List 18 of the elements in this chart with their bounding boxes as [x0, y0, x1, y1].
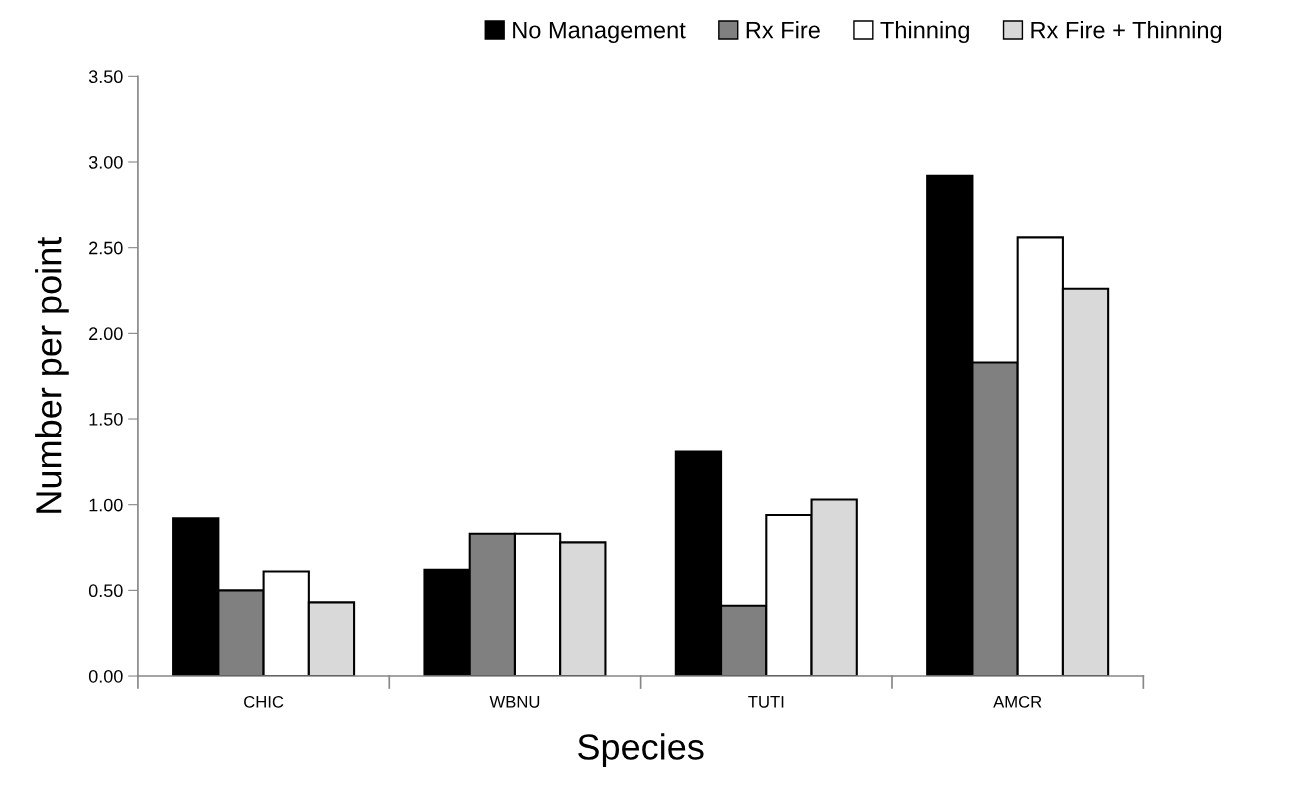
legend-label: Rx Fire: [746, 21, 820, 39]
y-tick-label: 0.50: [88, 584, 123, 598]
legend-label: Thinning: [880, 21, 969, 44]
y-axis-title: Number per point: [35, 236, 69, 513]
x-tick-label: WBNU: [489, 696, 540, 708]
y-tick-label: 1.00: [89, 498, 123, 512]
x-axis-title: Species: [578, 733, 704, 767]
y-tick-label: 1.50: [89, 412, 123, 426]
x-tick-label: CHIC: [244, 695, 284, 708]
y-tick-label: 0.00: [88, 669, 123, 683]
x-tick-label: AMCR: [993, 695, 1042, 708]
y-tick-label: 2.00: [89, 327, 123, 341]
x-tick-label: TUTI: [748, 696, 784, 708]
y-tick-label: 2.50: [89, 241, 123, 255]
y-tick-label: 3.00: [88, 155, 123, 169]
y-tick-label: 3.50: [88, 70, 123, 84]
legend-label: No Management: [513, 21, 686, 44]
legend-label: Rx Fire + Thinning: [1031, 21, 1222, 44]
